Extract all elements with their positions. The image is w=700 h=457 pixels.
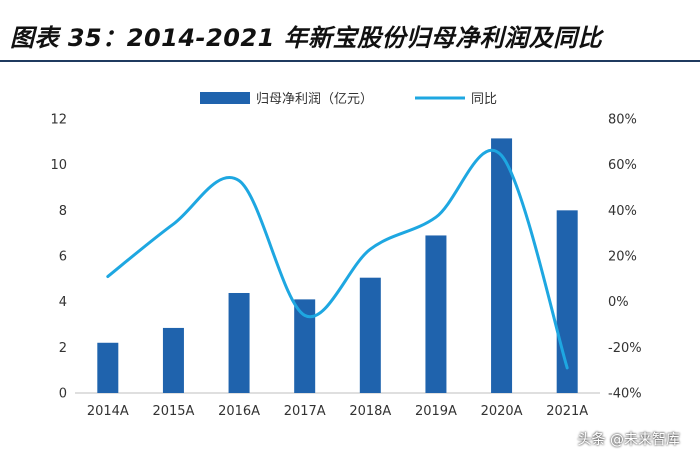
left-axis-tick-label: 6 xyxy=(59,250,67,265)
title-divider xyxy=(0,60,700,62)
x-axis-tick-label: 2020A xyxy=(481,404,523,419)
legend-bar-label: 归母净利润（亿元） xyxy=(256,92,373,107)
left-axis-tick-label: 10 xyxy=(50,158,67,173)
right-axis-tick-label: 0% xyxy=(608,295,629,310)
x-axis-tick-label: 2015A xyxy=(152,404,194,419)
legend-line-label: 同比 xyxy=(471,92,497,107)
header: 图表 35：2014-2021 年新宝股份归母净利润及同比 xyxy=(0,0,700,62)
left-axis-tick-label: 12 xyxy=(50,113,67,128)
x-axis-tick-label: 2016A xyxy=(218,404,260,419)
bar xyxy=(162,327,184,393)
right-axis-tick-label: 80% xyxy=(608,113,637,128)
yoy-line xyxy=(106,148,569,370)
bar xyxy=(228,292,250,393)
right-axis-tick-label: 40% xyxy=(608,204,637,219)
page-title: 图表 35：2014-2021 年新宝股份归母净利润及同比 xyxy=(10,24,603,52)
left-axis-tick-label: 2 xyxy=(59,341,67,356)
left-axis-tick-label: 8 xyxy=(59,204,67,219)
bar xyxy=(359,277,381,393)
bar xyxy=(97,342,119,393)
right-axis-tick-label: -40% xyxy=(608,387,642,402)
left-axis-tick-label: 4 xyxy=(59,295,67,310)
x-axis-tick-label: 2018A xyxy=(349,404,391,419)
bar xyxy=(491,138,513,393)
x-axis-tick-label: 2019A xyxy=(415,404,457,419)
x-axis-tick-label: 2021A xyxy=(546,404,588,419)
watermark: 头条 @未来智库 xyxy=(577,432,680,448)
left-axis-tick-label: 0 xyxy=(59,387,67,402)
bar xyxy=(425,235,447,393)
bar xyxy=(294,299,316,393)
x-axis-tick-label: 2017A xyxy=(284,404,326,419)
x-axis-tick-label: 2014A xyxy=(87,404,129,419)
right-axis-tick-label: -20% xyxy=(608,341,642,356)
right-axis-tick-label: 20% xyxy=(608,250,637,265)
legend-bar-swatch xyxy=(200,92,250,104)
right-axis-tick-label: 60% xyxy=(608,158,637,173)
